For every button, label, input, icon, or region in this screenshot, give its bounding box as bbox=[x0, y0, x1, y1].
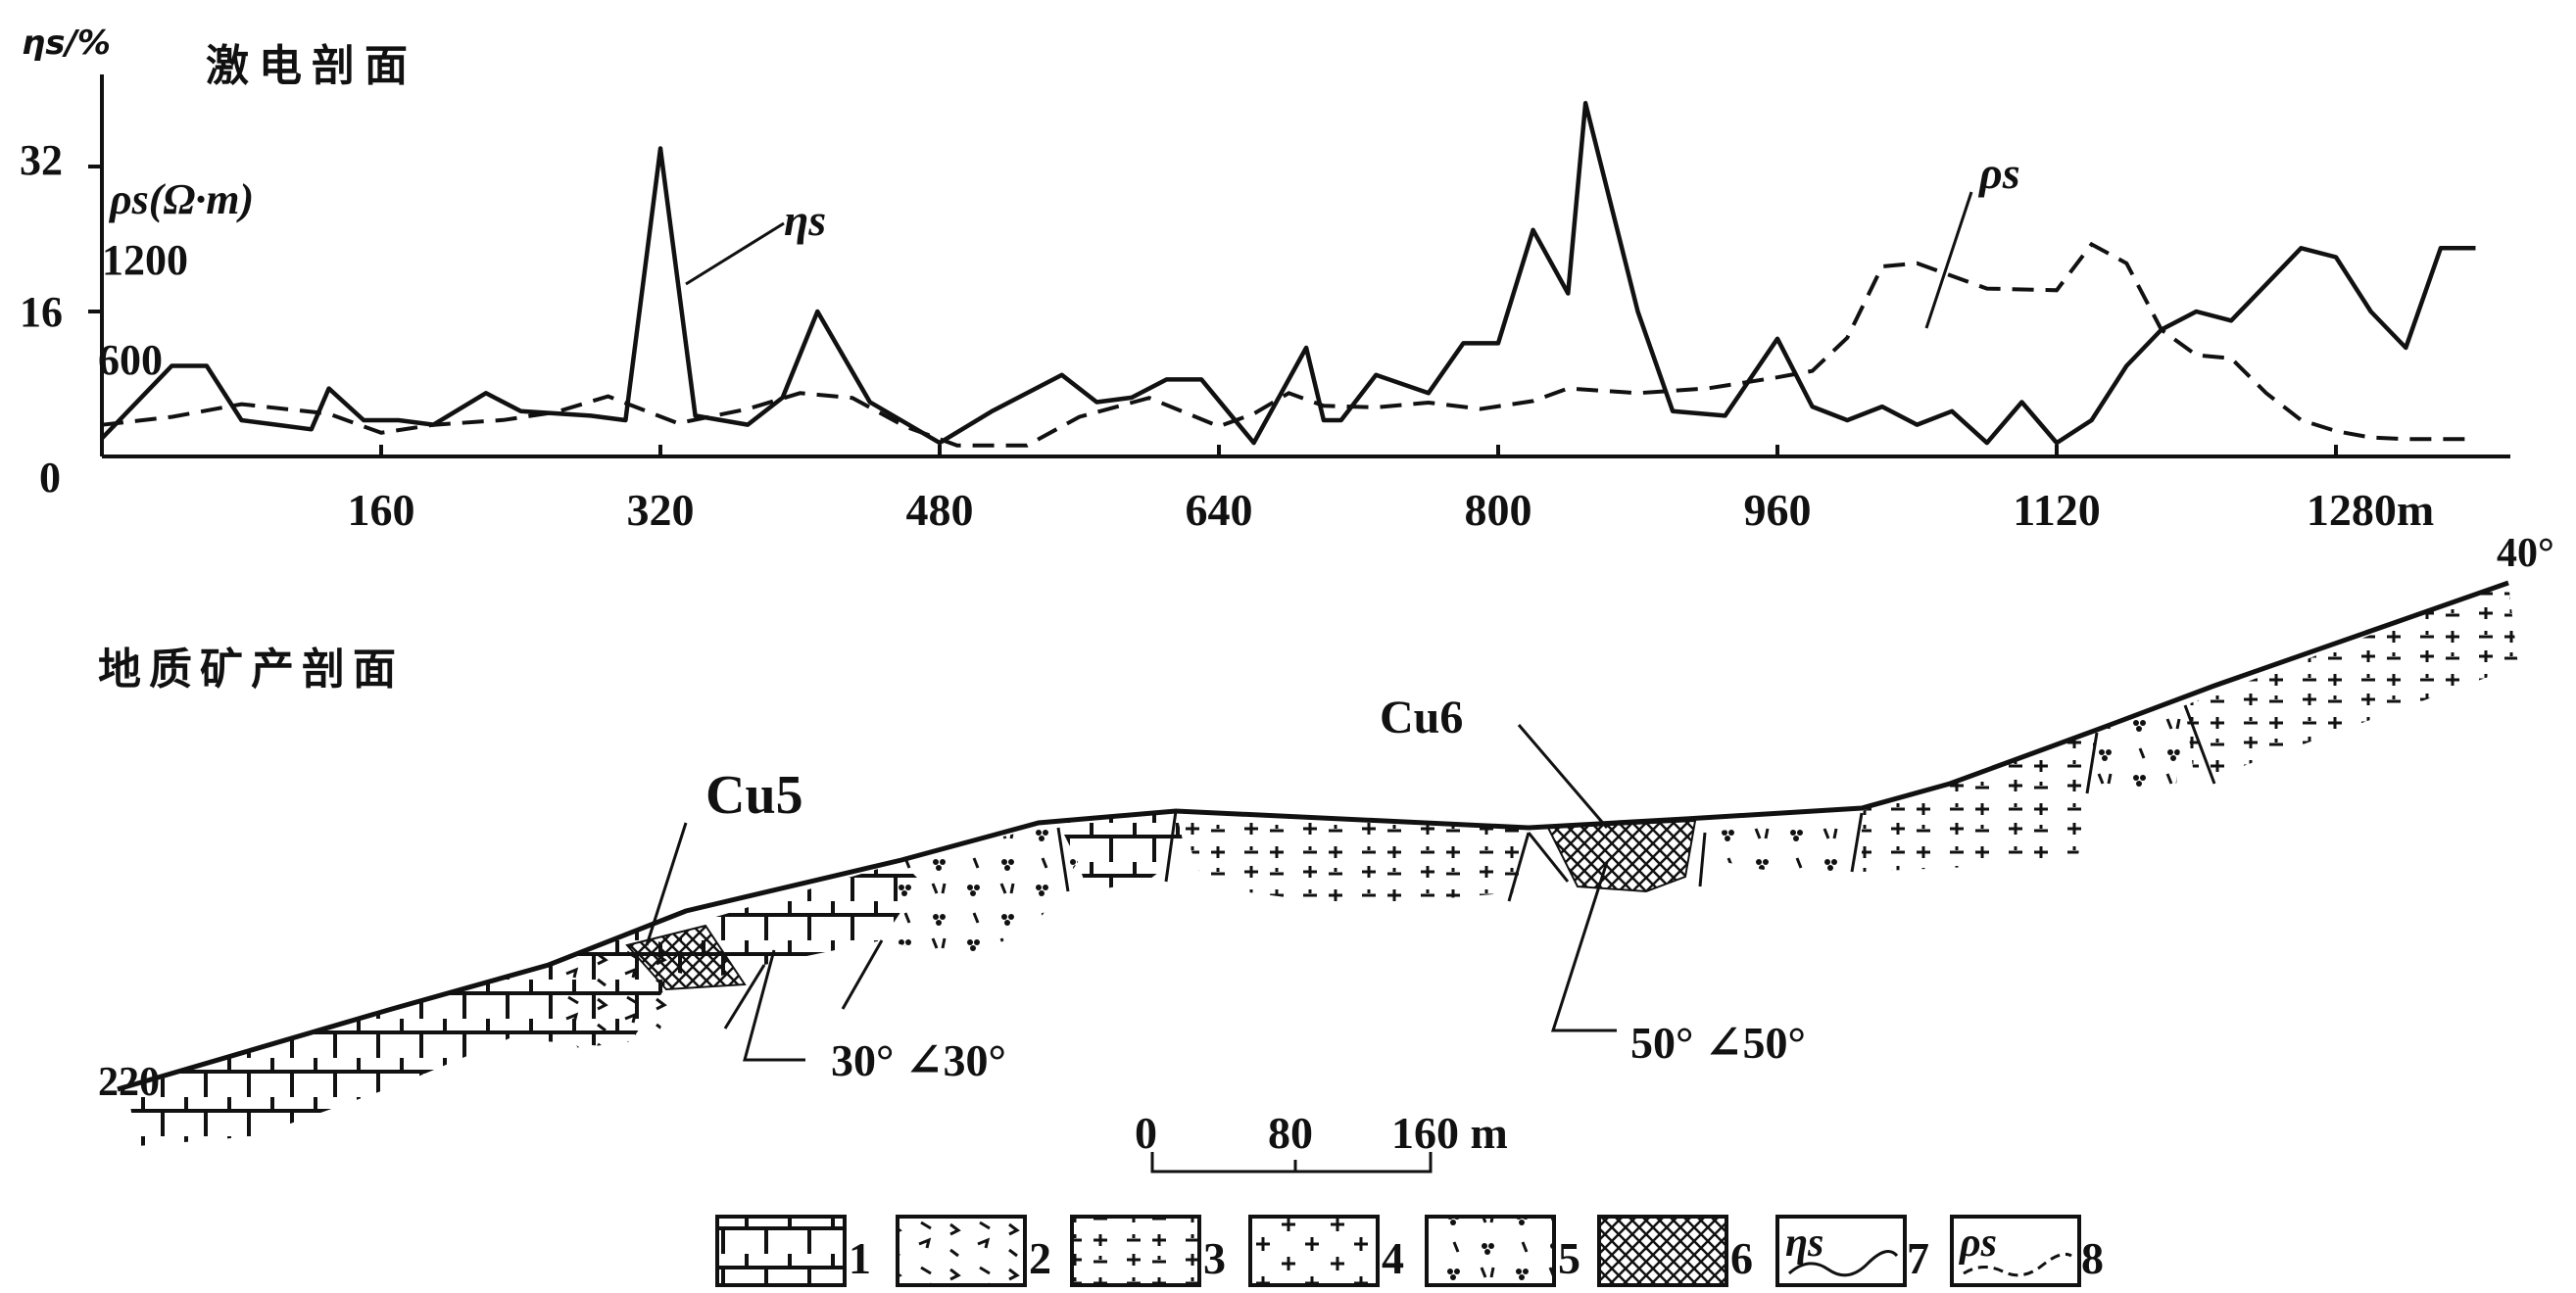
legend-swatch-6 bbox=[1597, 1215, 1728, 1287]
x-tick-label-1120: 1120 bbox=[2013, 485, 2100, 535]
legend-number-6: 6 bbox=[1730, 1233, 1753, 1283]
geology-section-title: 地质矿产剖面 bbox=[98, 645, 404, 694]
eta-curve-label: ηs bbox=[784, 195, 826, 245]
legend-swatch-5 bbox=[1425, 1215, 1556, 1287]
elevation-left: 220 bbox=[98, 1060, 160, 1105]
scale-bar-line bbox=[1150, 1152, 1433, 1173]
scale-label-160: 160 m bbox=[1391, 1108, 1508, 1158]
eta-tick-32: 32 bbox=[20, 136, 63, 184]
unit-brick-2 bbox=[666, 862, 921, 980]
series-line-rho bbox=[101, 241, 2476, 448]
legend-symbol-8: ρs bbox=[1958, 1221, 1997, 1266]
legend-swatch-4 bbox=[1248, 1215, 1380, 1287]
rho-axis-label: ρs(Ω·m) bbox=[108, 175, 254, 223]
dip-leader-left bbox=[743, 949, 805, 1062]
x-tick-label-640: 640 bbox=[1186, 485, 1253, 535]
eta-tick-marks bbox=[88, 165, 102, 313]
orebody-cu5 bbox=[625, 924, 747, 991]
unit-brick bbox=[127, 931, 686, 1146]
eta-tick-16: 16 bbox=[20, 288, 63, 336]
unit-conglomerate bbox=[882, 823, 1078, 960]
scale-bar: 0 80 160 m bbox=[1135, 1108, 1508, 1173]
ip-profile-title: 激电剖面 bbox=[206, 41, 417, 91]
legend-number-1: 1 bbox=[849, 1233, 871, 1283]
legend-symbol-7: ηs bbox=[1785, 1221, 1823, 1266]
eta-tick-0: 0 bbox=[39, 454, 61, 502]
legend-number-3: 3 bbox=[1203, 1233, 1226, 1283]
x-tick-label-160: 160 bbox=[348, 485, 415, 535]
dip-leader-right bbox=[1550, 861, 1617, 1032]
x-tick-label-960: 960 bbox=[1744, 485, 1812, 535]
legend-swatch-3 bbox=[1070, 1215, 1201, 1287]
cu6-leader bbox=[1517, 724, 1609, 829]
chart-axes bbox=[100, 74, 2510, 458]
rho-label-leader bbox=[1924, 191, 1973, 329]
x-tick-label-1280: 1280m bbox=[2307, 485, 2434, 535]
eta-label-leader bbox=[685, 221, 785, 286]
legend-curve-8 bbox=[1963, 1252, 2072, 1277]
legend-swatch-1 bbox=[715, 1215, 847, 1287]
dip-label-left: 30° ∠30° bbox=[831, 1035, 1006, 1085]
legend-curve-7 bbox=[1787, 1250, 1899, 1277]
rho-curve-label: ρs bbox=[1977, 148, 2020, 198]
dip-label-right: 50° ∠50° bbox=[1630, 1018, 1806, 1068]
legend-number-4: 4 bbox=[1382, 1233, 1404, 1283]
cu5-leader bbox=[645, 822, 688, 946]
geological-section bbox=[117, 580, 2518, 1146]
legend-number-8: 8 bbox=[2081, 1233, 2104, 1283]
legend-number-5: 5 bbox=[1558, 1233, 1580, 1283]
unit-diorite-2 bbox=[1862, 730, 2097, 872]
x-tick-label-320: 320 bbox=[627, 485, 695, 535]
scale-label-80: 80 bbox=[1268, 1108, 1313, 1158]
unit-conglomerate-2 bbox=[1705, 813, 1862, 872]
rho-tick-600: 600 bbox=[98, 336, 163, 384]
contact-lines bbox=[723, 704, 2216, 1030]
legend-number-2: 2 bbox=[1029, 1233, 1051, 1283]
x-tick-labels: 160 320 480 640 800 960 1120 1280m bbox=[348, 485, 2435, 535]
topographic-surface bbox=[117, 580, 2509, 1092]
series-line-eta bbox=[100, 101, 2476, 446]
unit-diorite-3 bbox=[2185, 583, 2518, 784]
x-tick-label-480: 480 bbox=[906, 485, 974, 535]
orebody-cu6 bbox=[1546, 819, 1697, 893]
label-cu6: Cu6 bbox=[1380, 692, 1463, 743]
rho-tick-1200: 1200 bbox=[102, 236, 188, 284]
x-tick-marks bbox=[379, 445, 2338, 456]
x-tick-label-800: 800 bbox=[1465, 485, 1532, 535]
legend: 1 2 3 4 5 6 ηs 7 ρs 8 bbox=[715, 1215, 2104, 1287]
eta-axis-label: ηs/% bbox=[22, 24, 111, 63]
label-cu5: Cu5 bbox=[705, 765, 803, 826]
elevation-right: 40° bbox=[2497, 531, 2554, 576]
legend-number-7: 7 bbox=[1907, 1233, 1929, 1283]
legend-swatch-2 bbox=[896, 1215, 1027, 1287]
unit-diorite-1 bbox=[1176, 811, 1529, 906]
scale-label-0: 0 bbox=[1135, 1108, 1157, 1158]
unit-brick-3 bbox=[1058, 811, 1186, 891]
